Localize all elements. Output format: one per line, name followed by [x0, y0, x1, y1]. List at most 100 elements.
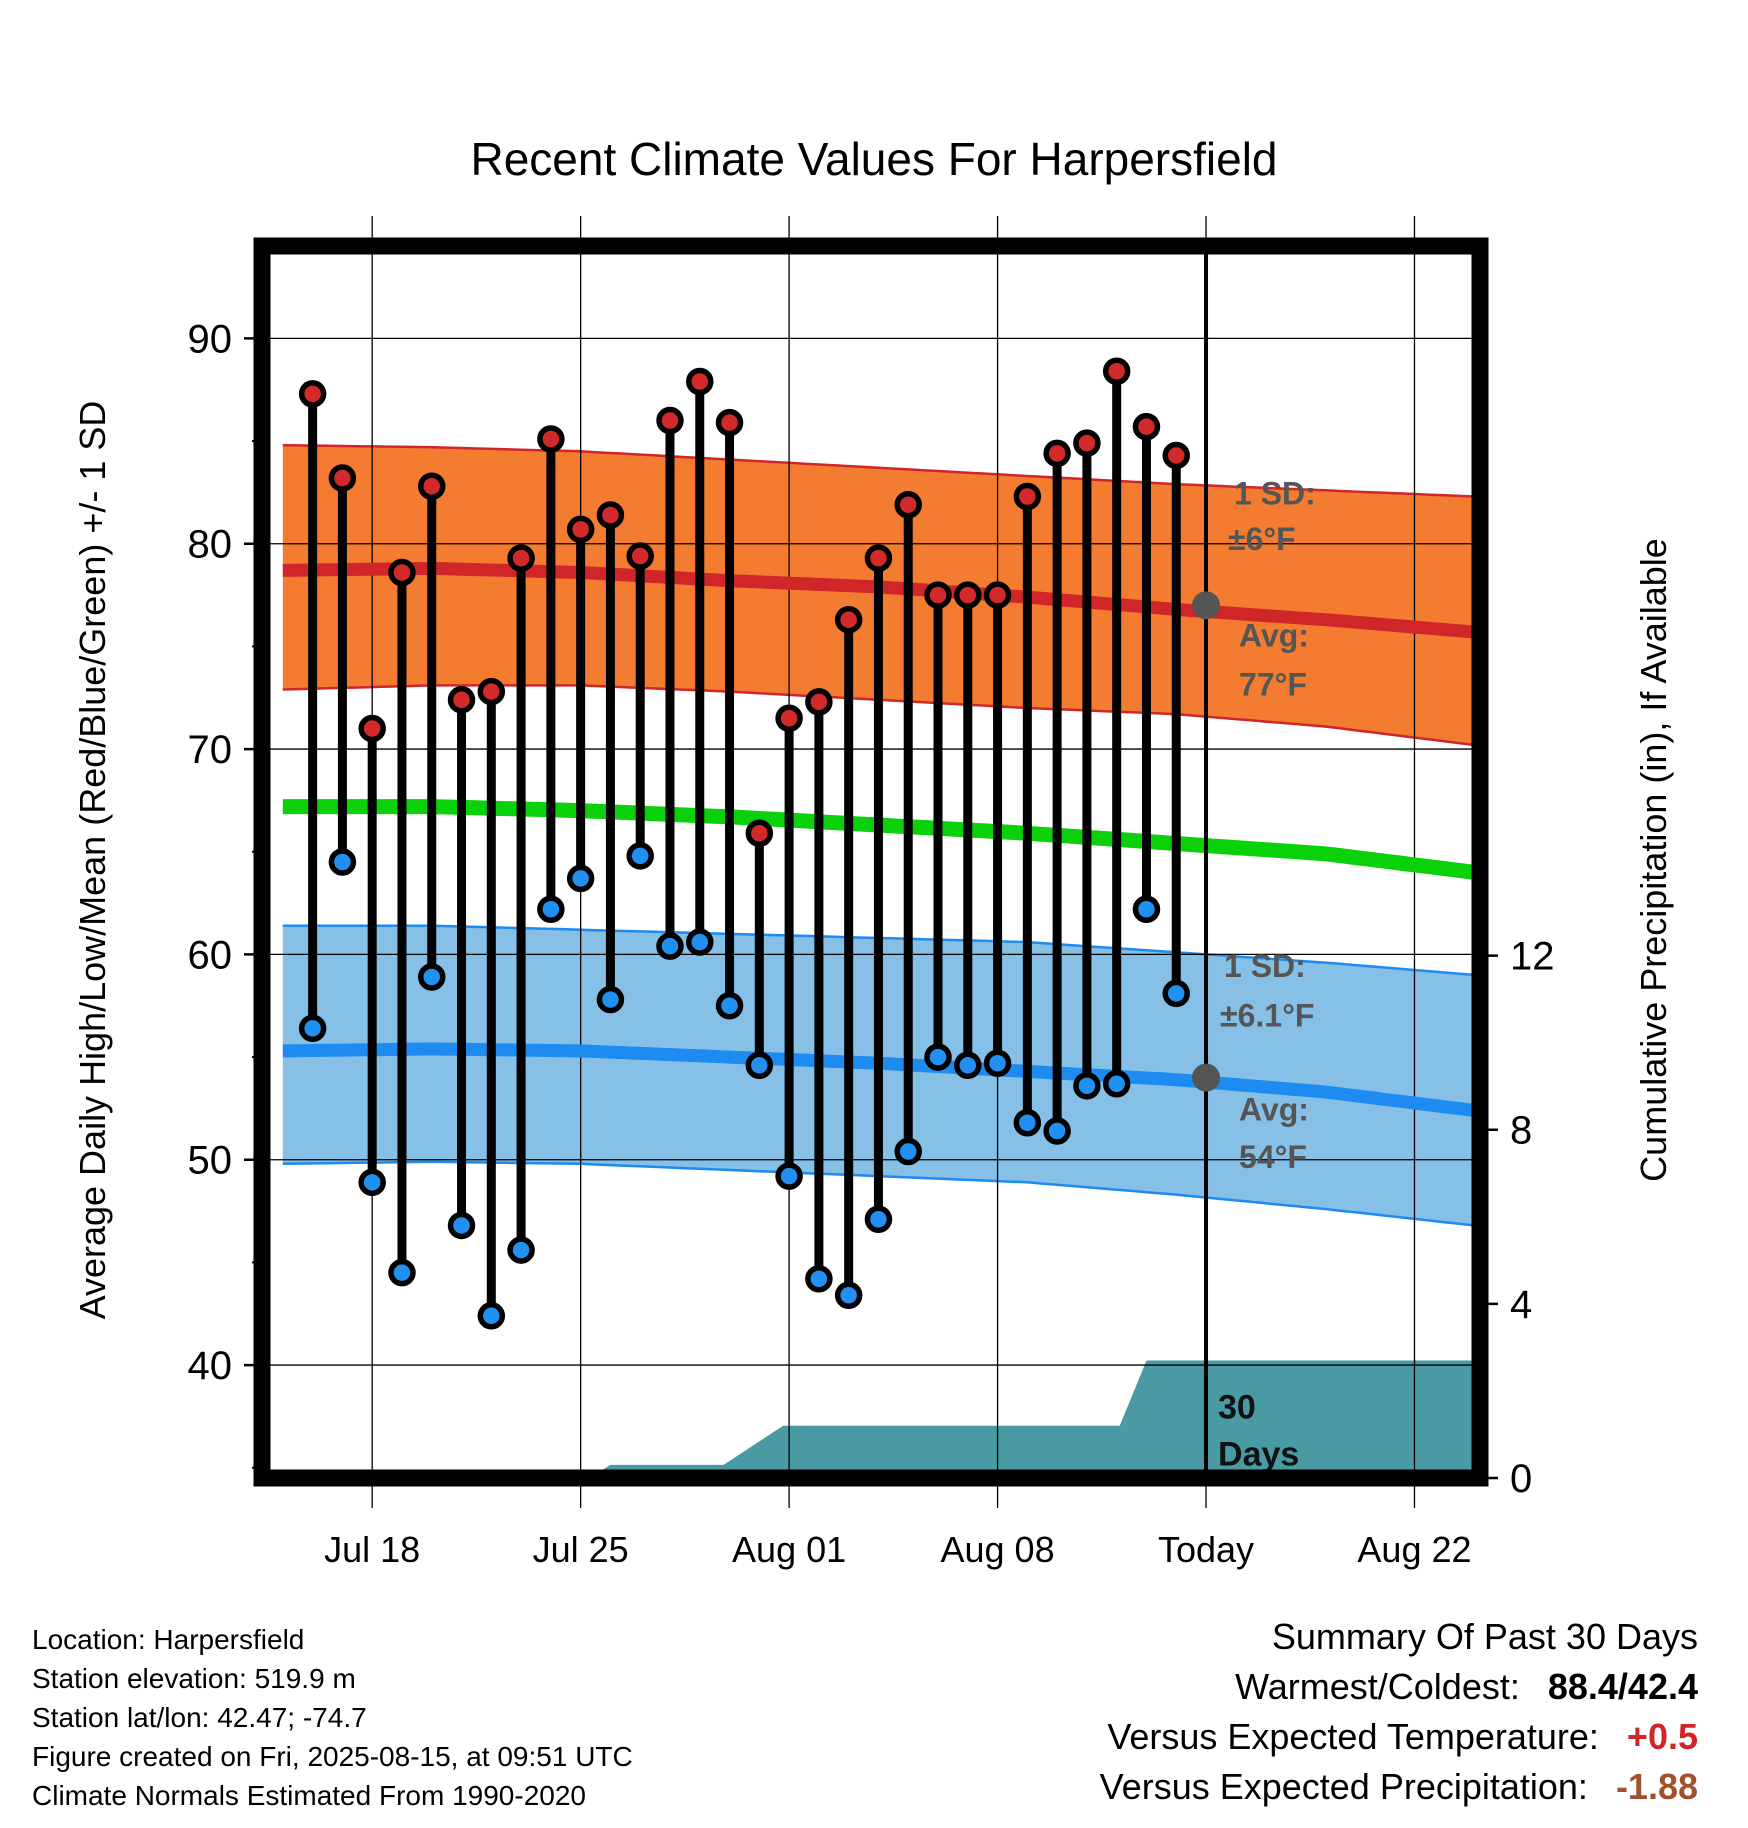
y-tick-label-right: 0: [1510, 1457, 1532, 1501]
daily-observation: [983, 581, 1012, 1077]
daily-observation: [537, 425, 565, 923]
daily-low-point: [983, 1049, 1012, 1077]
daily-low-point: [894, 1137, 922, 1166]
daily-observation: [298, 380, 327, 1043]
daily-low-point: [1102, 1070, 1131, 1098]
daily-observation: [686, 367, 714, 956]
elevation-text: Station elevation: 519.9 m: [32, 1663, 356, 1694]
daily-low-point: [1073, 1072, 1101, 1100]
daily-low-point: [417, 963, 446, 991]
daily-observation: [507, 544, 535, 1264]
station-info: Location: Harpersfield Station elevation…: [32, 1620, 633, 1815]
low-avg-label: Avg:: [1239, 1092, 1309, 1128]
daily-observation: [864, 544, 893, 1234]
daily-low-point: [656, 932, 684, 960]
x-tick-label: Aug 22: [1357, 1529, 1471, 1570]
daily-low-point: [686, 928, 714, 956]
daily-low-point: [1043, 1117, 1071, 1145]
daily-low-point: [1162, 979, 1190, 1008]
high-sd-upper-edge: [282, 443, 1475, 498]
warmest-coldest-label: Warmest/Coldest:: [1235, 1666, 1520, 1707]
precip-departure-label: Versus Expected Precipitation:: [1099, 1766, 1588, 1807]
daily-observation: [626, 542, 654, 870]
x-axis-label: Day: [842, 1602, 906, 1610]
daily-high-point: [596, 501, 625, 529]
high-avg-value: 77°F: [1239, 667, 1307, 703]
daily-high-point: [566, 515, 595, 544]
latlon-text: Station lat/lon: 42.47; -74.7: [32, 1702, 367, 1733]
daily-observation: [1102, 357, 1131, 1098]
x-tick-label: Aug 08: [941, 1529, 1055, 1570]
temp-departure-label: Versus Expected Temperature:: [1107, 1716, 1599, 1757]
window-label-text: Days: [1218, 1436, 1299, 1474]
chart-title: Recent Climate Values For Harpersfield: [470, 133, 1277, 185]
warmest-coldest-row: Warmest/Coldest: 88.4/42.4: [1100, 1662, 1698, 1712]
daily-high-point: [686, 367, 714, 396]
daily-high-point: [1013, 482, 1042, 511]
y-axis-label-left: Average Daily High/Low/Mean (Red/Blue/Gr…: [72, 401, 113, 1320]
daily-high-point: [924, 581, 952, 609]
daily-observation: [924, 581, 952, 1071]
daily-high-point: [656, 406, 684, 435]
daily-low-point: [864, 1205, 893, 1234]
daily-low-point: [477, 1302, 506, 1330]
daily-observation: [1043, 439, 1071, 1145]
low-sd-label: 1 SD:: [1224, 948, 1306, 984]
daily-observation: [894, 490, 922, 1166]
daily-low-point: [834, 1281, 863, 1310]
daily-observation: [477, 677, 506, 1330]
daily-low-point: [954, 1051, 982, 1080]
daily-high-point: [626, 542, 654, 570]
daily-high-point: [805, 688, 833, 716]
daily-low-point: [715, 991, 744, 1020]
high-sd-label: 1 SD:: [1234, 476, 1316, 512]
daily-high-point: [417, 472, 446, 500]
plot-area: 1 SD: ±6°F Avg: 77°F 1 SD: ±6.1°F Avg: 54°F 30 Da…: [188, 216, 1555, 1570]
y-tick-label-right: 12: [1510, 935, 1555, 979]
daily-low-point: [1132, 895, 1161, 923]
daily-high-point: [298, 380, 327, 408]
daily-high-point: [715, 408, 744, 437]
plot-frame: [253, 237, 1489, 1487]
daily-observation: [656, 406, 684, 960]
summary-panel: Summary Of Past 30 Days Warmest/Coldest:…: [1100, 1612, 1698, 1812]
daily-high-point: [775, 704, 803, 733]
daily-high-point: [1043, 439, 1071, 468]
y-tick-label-left: 80: [188, 523, 233, 567]
precipitation-area: [589, 1360, 1480, 1478]
daily-low-point: [358, 1168, 386, 1197]
y-tick-label-left: 70: [188, 728, 233, 772]
daily-low-point: [328, 848, 357, 876]
daily-high-point: [328, 464, 357, 492]
daily-high-point: [745, 819, 774, 848]
daily-observation: [328, 464, 357, 876]
daily-observation: [596, 501, 625, 1014]
daily-observation: [566, 515, 595, 893]
daily-observation: [1132, 412, 1161, 923]
high-avg-marker: [1192, 591, 1221, 620]
x-tick-label: Today: [1158, 1529, 1254, 1570]
daily-observation: [1073, 429, 1101, 1100]
low-sd-value: ±6.1°F: [1220, 997, 1314, 1033]
y-tick-label-left: 40: [188, 1344, 233, 1388]
warmest-coldest-value: 88.4/42.4: [1547, 1666, 1698, 1707]
daily-high-point: [1102, 357, 1131, 386]
daily-low-point: [775, 1162, 803, 1190]
daily-high-point: [834, 605, 863, 634]
daily-high-point: [358, 714, 386, 743]
plot-background: [262, 246, 1480, 1478]
daily-observation: [715, 408, 744, 1020]
temp-departure-value: +0.5: [1626, 1716, 1698, 1757]
daily-low-point: [805, 1265, 833, 1293]
daily-high-point: [1162, 441, 1190, 470]
y-tick-label-right: 8: [1510, 1109, 1532, 1153]
daily-high-point: [447, 686, 476, 714]
x-tick-label: Aug 01: [732, 1529, 846, 1570]
daily-low-point: [507, 1236, 535, 1264]
y-tick-label-right: 4: [1510, 1283, 1532, 1327]
daily-high-point: [1132, 412, 1161, 441]
y-tick-label-left: 60: [188, 933, 233, 977]
precip-departure-value: -1.88: [1615, 1766, 1698, 1807]
daily-observation: [358, 714, 386, 1197]
y-tick-label-left: 50: [188, 1139, 233, 1183]
